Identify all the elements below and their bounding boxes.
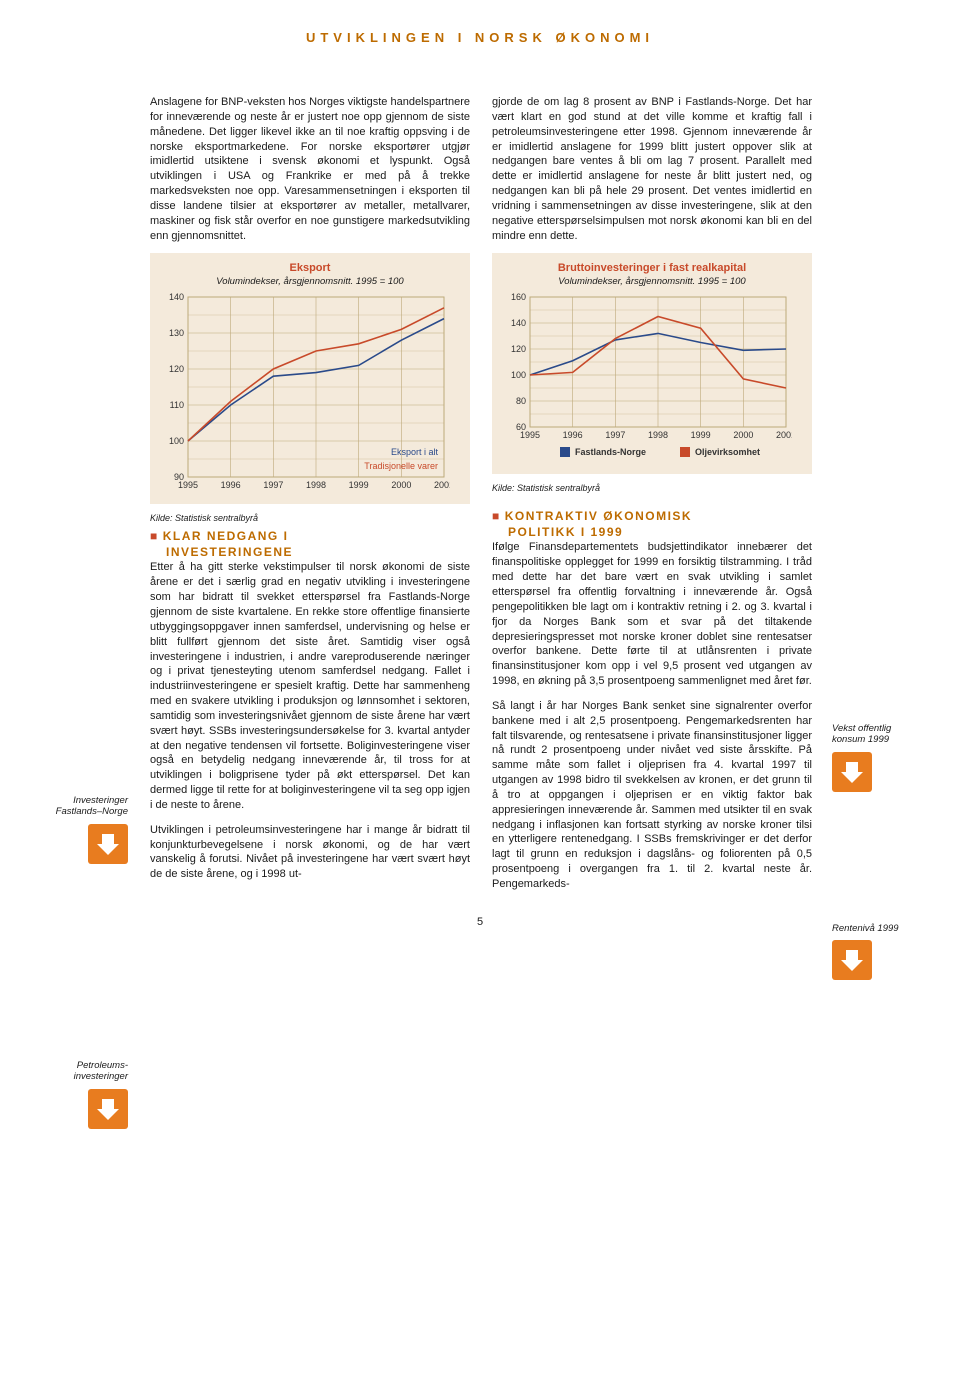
right-column: gjorde de om lag 8 prosent av BNP i Fast… [492,95,812,892]
margin-label-investeringer: Investeringer Fastlands–Norge [50,795,128,864]
svg-text:1998: 1998 [648,430,668,440]
svg-text:140: 140 [169,293,184,302]
left-margin: Investeringer Fastlands–Norge Petroleums… [50,95,130,892]
body-text: Så langt i år har Norges Bank senket sin… [492,699,812,892]
arrow-down-icon [88,1089,128,1129]
chart-svg: 6080100120140160199519961997199819992000… [502,293,792,463]
svg-text:Eksport i alt: Eksport i alt [391,447,439,457]
chart-title: Eksport [160,261,460,276]
svg-text:1995: 1995 [520,430,540,440]
chart-eksport: Eksport Volumindekser, årsgjennomsnitt. … [150,253,470,504]
content-columns: Investeringer Fastlands–Norge Petroleums… [50,95,910,892]
margin-text: Rentenivå 1999 [832,923,899,934]
svg-text:1997: 1997 [605,430,625,440]
body-text: Etter å ha gitt sterke vekstimpulser til… [150,560,470,812]
body-text: gjorde de om lag 8 prosent av BNP i Fast… [492,95,812,243]
svg-text:110: 110 [170,400,184,410]
margin-text: Vekst offentlig konsum 1999 [832,723,891,745]
margin-label-vekst: Vekst offentlig konsum 1999 [832,723,910,792]
body-text: Ifølge Finansdepartementets budsjettindi… [492,540,812,688]
chart-svg: 9010011012013014019951996199719981999200… [160,293,450,493]
chart-subtitle: Volumindekser, årsgjennomsnitt. 1995 = 1… [160,276,460,289]
svg-text:100: 100 [511,370,526,380]
section-title-text: KLAR NEDGANG I [163,529,289,543]
svg-text:1998: 1998 [306,480,326,490]
svg-text:2000: 2000 [391,480,411,490]
svg-text:140: 140 [511,318,526,328]
svg-text:2000: 2000 [733,430,753,440]
svg-text:80: 80 [516,396,526,406]
svg-text:1996: 1996 [563,430,583,440]
section-heading-line2: INVESTERINGENE [166,544,470,560]
right-margin: Vekst offentlig konsum 1999 Rentenivå 19… [832,95,910,892]
svg-text:Oljevirksomhet: Oljevirksomhet [695,447,760,457]
chart-subtitle: Volumindekser, årsgjennomsnitt. 1995 = 1… [502,276,802,289]
svg-text:130: 130 [169,328,184,338]
margin-text: Petroleums-investeringer [74,1060,128,1082]
svg-text:120: 120 [169,364,184,374]
section-heading: ■KONTRAKTIV ØKONOMISK [492,508,812,524]
svg-text:2001: 2001 [776,430,792,440]
svg-text:1996: 1996 [221,480,241,490]
section-title-text: KONTRAKTIV ØKONOMISK [505,509,692,523]
svg-text:120: 120 [511,344,526,354]
body-text: Utviklingen i petroleumsinvesteringene h… [150,823,470,882]
arrow-down-icon [88,824,128,864]
margin-label-petroleum: Petroleums-investeringer [50,1060,128,1129]
margin-label-renteniva: Rentenivå 1999 [832,923,910,980]
arrow-down-icon [832,752,872,792]
svg-text:1997: 1997 [263,480,283,490]
svg-text:Tradisjonelle varer: Tradisjonelle varer [364,461,438,471]
section-heading: ■KLAR NEDGANG I [150,528,470,544]
svg-text:1999: 1999 [691,430,711,440]
main-columns: Anslagene for BNP-veksten hos Norges vik… [150,95,812,892]
chart-title: Bruttoinvesteringer i fast realkapital [502,261,802,276]
page-number: 5 [50,916,910,928]
left-column: Anslagene for BNP-veksten hos Norges vik… [150,95,470,892]
chart-bruttoinvesteringer: Bruttoinvesteringer i fast realkapital V… [492,253,812,474]
margin-text: Investeringer Fastlands–Norge [56,795,128,817]
svg-text:160: 160 [511,293,526,302]
svg-text:Fastlands-Norge: Fastlands-Norge [575,447,646,457]
section-heading-line2: POLITIKK I 1999 [508,524,812,540]
svg-text:1995: 1995 [178,480,198,490]
svg-text:1999: 1999 [349,480,369,490]
page-header: UTVIKLINGEN I NORSK ØKONOMI [50,30,910,45]
body-text: Anslagene for BNP-veksten hos Norges vik… [150,95,470,243]
svg-text:2001: 2001 [434,480,450,490]
chart-source: Kilde: Statistisk sentralbyrå [150,512,470,524]
page: UTVIKLINGEN I NORSK ØKONOMI Investeringe… [0,0,960,958]
arrow-down-icon [832,940,872,980]
chart-source: Kilde: Statistisk sentralbyrå [492,482,812,494]
svg-text:100: 100 [169,436,184,446]
